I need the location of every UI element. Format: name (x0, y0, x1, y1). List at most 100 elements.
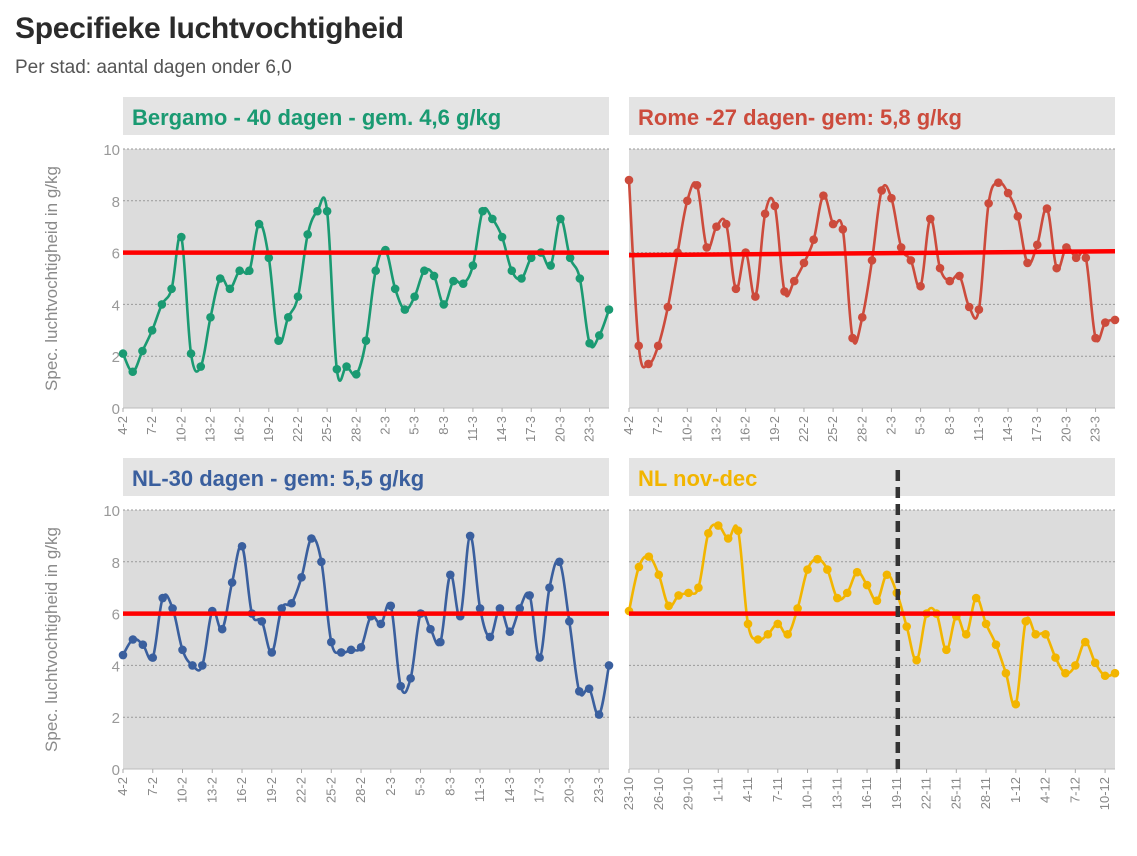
plot-area (629, 149, 1115, 408)
x-tick-label: 4-11 (740, 777, 755, 802)
data-point (731, 284, 741, 294)
x-tick-label: 25-2 (319, 416, 334, 442)
data-point (526, 253, 536, 263)
plot-area (629, 510, 1115, 769)
data-point (386, 601, 396, 611)
data-point (429, 271, 439, 281)
data-point (449, 276, 458, 286)
data-point (297, 573, 306, 582)
data-point (961, 630, 971, 639)
data-point (1071, 661, 1080, 670)
data-point (138, 640, 148, 649)
data-point (721, 219, 731, 229)
data-point (446, 570, 455, 580)
x-tick-label: 11-3 (465, 416, 480, 441)
data-point (517, 274, 526, 283)
data-point (336, 648, 346, 657)
data-point (584, 684, 594, 694)
data-point (426, 624, 435, 634)
x-tick-label: 25-11 (948, 777, 963, 809)
data-point (942, 645, 951, 655)
data-point (313, 206, 322, 216)
data-point (436, 637, 445, 647)
x-tick-label: 7-12 (1067, 777, 1082, 803)
data-point (546, 261, 555, 270)
data-point (555, 557, 564, 567)
data-point (575, 274, 585, 283)
data-point (346, 645, 356, 655)
x-tick-label: 5-3 (913, 416, 928, 435)
data-point (565, 617, 574, 626)
data-point (634, 562, 644, 572)
data-point (158, 593, 167, 603)
data-point (1041, 630, 1050, 639)
data-point (356, 642, 366, 652)
data-point (981, 619, 991, 629)
x-tick-label: 23-3 (1088, 416, 1103, 442)
data-point (293, 292, 303, 301)
data-point (177, 232, 186, 242)
data-point (1061, 668, 1070, 678)
data-point (867, 256, 877, 265)
panel-nl-nov-dec: NL nov-dec 23-10 26-10 29-10 1-11 4-11 7-11 10-… (621, 458, 1120, 810)
data-point (991, 640, 1001, 649)
data-point (935, 263, 945, 273)
x-tick-label: 11-3 (472, 777, 487, 802)
x-tick-label: 16-2 (232, 416, 247, 442)
data-point (803, 565, 812, 574)
x-tick-label: 5-3 (413, 777, 428, 796)
y-axis-title: Spec. luchtvochtigheid in g/kg (42, 527, 61, 752)
data-point (128, 367, 138, 377)
x-tick-label: 7-11 (770, 777, 785, 802)
x-tick-label: 14-3 (1000, 416, 1015, 442)
data-point (793, 604, 802, 613)
data-point (644, 359, 653, 369)
data-point (1110, 315, 1120, 325)
x-tick-label: 7-2 (144, 416, 159, 435)
panel-header (629, 458, 1115, 496)
panel-bergamo: Bergamo - 40 dagen - gem. 4,6 g/kg 0 2 4 6 8 1… (42, 97, 614, 442)
x-tick-label: 19-11 (889, 777, 904, 809)
data-point (704, 529, 713, 538)
data-point (974, 305, 984, 314)
data-point (322, 206, 332, 216)
data-point (167, 284, 176, 294)
data-point (702, 243, 712, 252)
data-point (1001, 668, 1011, 678)
data-point (882, 570, 892, 580)
panel-title: NL-30 dagen - gem: 5,5 g/kg (132, 466, 424, 491)
data-point (574, 687, 584, 696)
data-point (994, 178, 1003, 187)
data-point (400, 305, 410, 314)
data-point (663, 302, 673, 312)
plot-area (123, 510, 609, 769)
data-point (604, 305, 614, 314)
x-tick-label: 2-3 (383, 777, 398, 796)
x-tick-label: 13-11 (829, 777, 844, 809)
x-tick-label: 1-11 (710, 777, 725, 802)
data-point (594, 331, 604, 340)
data-point (852, 567, 862, 577)
x-tick-label: 26-10 (651, 777, 666, 810)
data-point (410, 292, 419, 301)
data-point (1011, 699, 1021, 709)
y-axis-title: Spec. luchtvochtigheid in g/kg (42, 166, 61, 391)
data-point (712, 222, 721, 231)
data-point (964, 302, 974, 312)
y-tick-label: 6 (112, 246, 120, 263)
data-point (838, 224, 848, 234)
x-tick-label: 28-11 (978, 777, 993, 809)
data-point (237, 541, 247, 551)
page-title: Specifieke luchtvochtigheid (15, 12, 404, 45)
data-point (813, 554, 822, 564)
data-point (274, 336, 283, 345)
plot-area (123, 149, 609, 408)
panel-rome: Rome -27 dagen- gem: 5,8 g/kg 4-2 7-2 10-2 1… (621, 97, 1120, 442)
data-point (545, 583, 554, 592)
y-tick-label: 4 (112, 297, 120, 314)
x-tick-label: 17-3 (1029, 416, 1044, 442)
data-point (217, 624, 227, 634)
x-tick-label: 22-2 (796, 416, 811, 442)
data-point (420, 266, 429, 276)
x-tick-label: 14-3 (502, 777, 517, 803)
